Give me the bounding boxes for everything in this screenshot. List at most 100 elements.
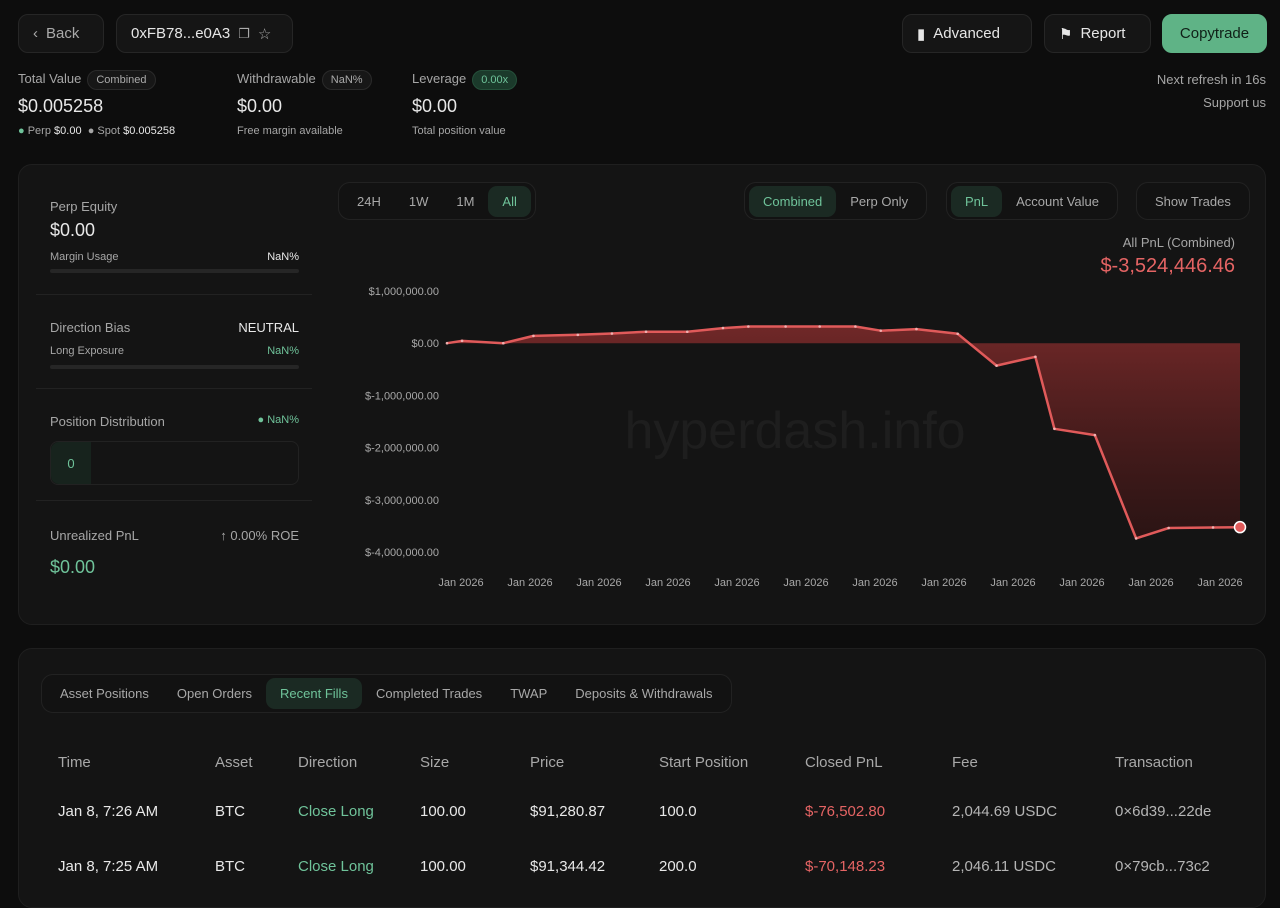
table-row: Jan 8, 7:25 AM BTC Close Long 100.00 $91,344… — [40, 839, 1245, 894]
y-tick-label: $0.00 — [411, 338, 439, 350]
metrics-pnl[interactable]: PnL — [951, 185, 1003, 217]
tabs-completed-trades[interactable]: Completed Trades — [375, 686, 483, 701]
metrics-account-value[interactable]: Account Value — [1016, 193, 1100, 209]
column-header[interactable]: Asset — [215, 753, 253, 771]
data-point — [460, 339, 464, 343]
y-tick-label: $-4,000,000.00 — [365, 547, 439, 559]
data-point — [1053, 427, 1056, 431]
x-tick-label: Jan 2026 — [507, 577, 552, 589]
column-header[interactable]: Time — [58, 753, 91, 771]
address-chip: 0xFB78...e0A3 ❐ ☆ — [116, 14, 293, 53]
flag-icon: ⚑ — [1059, 25, 1073, 43]
data-point — [1211, 526, 1215, 529]
ranges-1m[interactable]: 1M — [456, 193, 475, 209]
x-tick-label: Jan 2026 — [1059, 577, 1104, 589]
mode-selector: Combined Perp Only — [744, 182, 928, 220]
fills-table: Time Asset Direction Size Price Start Positio… — [40, 740, 1245, 894]
data-point — [610, 332, 614, 335]
data-point — [644, 330, 648, 334]
direction-bias: Direction Bias NEUTRAL Long Exposure NaN% — [50, 320, 299, 369]
tabs-asset-positions[interactable]: Asset Positions — [60, 686, 149, 701]
unrealized-pnl: Unrealized PnL ↑ 0.00% ROE $0.00 — [50, 528, 299, 577]
asset-cell: BTC — [215, 858, 245, 875]
x-tick-label: Jan 2026 — [645, 577, 690, 589]
watermark: hyperdash.info — [624, 402, 965, 460]
data-point — [685, 330, 689, 334]
column-header[interactable]: Size — [420, 753, 450, 771]
x-tick-label: Jan 2026 — [714, 577, 759, 589]
show-trades-toggle[interactable]: Show Trades — [1136, 182, 1250, 220]
fee-cell: 2,044.69 USDC — [952, 803, 1058, 820]
ranges-24h[interactable]: 24H — [357, 193, 381, 209]
data-point — [445, 341, 449, 345]
report-button[interactable]: ⚑ Report — [1044, 14, 1151, 53]
column-header[interactable]: Direction — [298, 753, 358, 771]
star-icon[interactable]: ☆ — [257, 25, 272, 43]
y-tick-label: $-3,000,000.00 — [365, 495, 439, 507]
modes-combined[interactable]: Combined — [749, 185, 837, 217]
data-point — [818, 325, 822, 328]
chart-current-value: $-3,524,446.46 — [1100, 255, 1235, 277]
data-point — [995, 364, 998, 367]
data-point — [747, 325, 750, 328]
data-point — [854, 325, 857, 328]
data-point — [915, 327, 918, 331]
ranges-1w[interactable]: 1W — [408, 193, 429, 209]
data-point — [879, 329, 883, 332]
tabs-deposits-withdrawals[interactable]: Deposits & Withdrawals — [575, 686, 713, 701]
copytrade-button[interactable]: Copytrade — [1162, 14, 1267, 53]
time-cell: Jan 8, 7:25 AM — [58, 858, 159, 875]
table-row: Jan 8, 7:26 AM BTC Close Long 100.00 $91,280… — [40, 784, 1245, 839]
x-tick-label: Jan 2026 — [1128, 577, 1173, 589]
data-point — [1134, 537, 1138, 540]
start-position-cell: 200.0 — [659, 858, 697, 875]
x-tick-label: Jan 2026 — [783, 577, 828, 589]
tabs-recent-fills[interactable]: Recent Fills — [266, 678, 362, 709]
data-point — [502, 341, 505, 345]
direction-cell: Close Long — [298, 803, 374, 820]
data-point — [1034, 355, 1037, 359]
column-header[interactable]: Transaction — [1115, 753, 1193, 771]
y-tick-label: $-2,000,000.00 — [365, 443, 439, 455]
activity-tabs: Asset Positions Open Orders Recent Fills Co… — [41, 674, 732, 713]
data-point — [576, 333, 580, 337]
long-exposure-bar — [50, 365, 299, 369]
position-distribution: Position Distribution ● NaN% 0 — [50, 414, 299, 485]
chart-title: All PnL (Combined) — [1122, 235, 1235, 250]
data-point — [1233, 520, 1247, 534]
perp-equity: Perp Equity $0.00 Margin Usage NaN% — [50, 199, 299, 273]
column-header[interactable]: Closed PnL — [805, 753, 883, 771]
margin-usage-bar — [50, 269, 299, 273]
size-cell: 100.00 — [420, 858, 466, 875]
leverage-stat: Leverage 0.00x $0.00 Total position value — [412, 70, 518, 137]
pnl-line — [446, 325, 1241, 540]
fee-cell: 2,046.11 USDC — [952, 858, 1056, 875]
bar-chart-icon: ▮ — [917, 25, 926, 43]
column-header[interactable]: Fee — [952, 753, 978, 771]
tabs-open-orders[interactable]: Open Orders — [176, 686, 253, 701]
price-cell: $91,344.42 — [530, 858, 606, 875]
data-point — [1167, 526, 1170, 530]
copy-icon[interactable]: ❐ — [238, 25, 250, 41]
tabs-twap[interactable]: TWAP — [510, 686, 548, 701]
metric-selector: PnL Account Value — [946, 182, 1119, 220]
modes-perp-only[interactable]: Perp Only — [850, 193, 909, 209]
x-tick-label: Jan 2026 — [921, 577, 966, 589]
support-link[interactable]: Support us — [1203, 95, 1266, 110]
data-point — [1093, 433, 1097, 437]
column-header[interactable]: Price — [530, 753, 565, 771]
range-selector: 24H 1W 1M All — [338, 182, 536, 220]
x-tick-label: Jan 2026 — [438, 577, 483, 589]
x-tick-label: Jan 2026 — [1197, 577, 1242, 589]
advanced-button[interactable]: ▮ Advanced — [902, 14, 1032, 53]
back-button[interactable]: ‹ Back — [18, 14, 104, 53]
data-point — [784, 325, 787, 328]
column-header[interactable]: Start Position — [659, 753, 749, 771]
x-tick-label: Jan 2026 — [852, 577, 897, 589]
transaction-cell[interactable]: 0×6d39...22de — [1115, 803, 1212, 820]
ranges-all[interactable]: All — [488, 185, 531, 217]
y-tick-label: $-1,000,000.00 — [365, 390, 439, 402]
transaction-cell[interactable]: 0×79cb...73c2 — [1115, 858, 1210, 875]
x-tick-label: Jan 2026 — [576, 577, 621, 589]
size-cell: 100.00 — [420, 803, 466, 820]
